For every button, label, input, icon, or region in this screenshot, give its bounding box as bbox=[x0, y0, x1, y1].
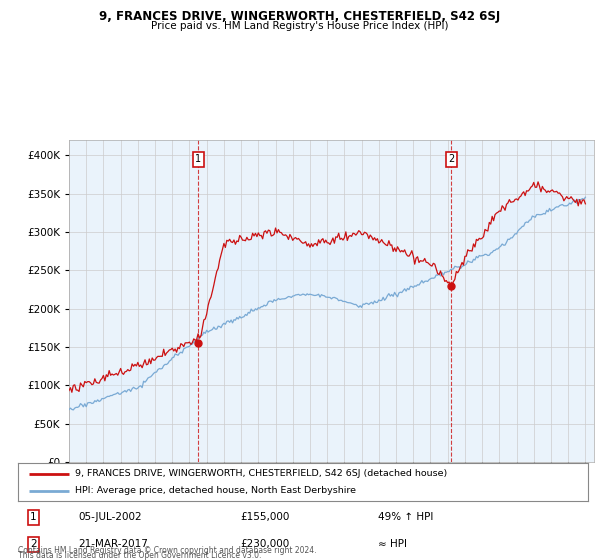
Text: ≈ HPI: ≈ HPI bbox=[378, 539, 407, 549]
Text: 2: 2 bbox=[30, 539, 37, 549]
Text: 9, FRANCES DRIVE, WINGERWORTH, CHESTERFIELD, S42 6SJ (detached house): 9, FRANCES DRIVE, WINGERWORTH, CHESTERFI… bbox=[75, 469, 447, 478]
Text: 21-MAR-2017: 21-MAR-2017 bbox=[78, 539, 148, 549]
Text: Contains HM Land Registry data © Crown copyright and database right 2024.: Contains HM Land Registry data © Crown c… bbox=[18, 545, 317, 555]
Text: 1: 1 bbox=[195, 154, 202, 164]
Text: 2: 2 bbox=[448, 154, 455, 164]
Text: 49% ↑ HPI: 49% ↑ HPI bbox=[378, 512, 433, 522]
Text: 1: 1 bbox=[30, 512, 37, 522]
Text: Price paid vs. HM Land Registry's House Price Index (HPI): Price paid vs. HM Land Registry's House … bbox=[151, 21, 449, 31]
Text: 05-JUL-2002: 05-JUL-2002 bbox=[78, 512, 142, 522]
Text: 9, FRANCES DRIVE, WINGERWORTH, CHESTERFIELD, S42 6SJ: 9, FRANCES DRIVE, WINGERWORTH, CHESTERFI… bbox=[100, 10, 500, 23]
Text: £155,000: £155,000 bbox=[240, 512, 289, 522]
Text: £230,000: £230,000 bbox=[240, 539, 289, 549]
Text: This data is licensed under the Open Government Licence v3.0.: This data is licensed under the Open Gov… bbox=[18, 551, 262, 560]
Text: HPI: Average price, detached house, North East Derbyshire: HPI: Average price, detached house, Nort… bbox=[75, 486, 356, 495]
